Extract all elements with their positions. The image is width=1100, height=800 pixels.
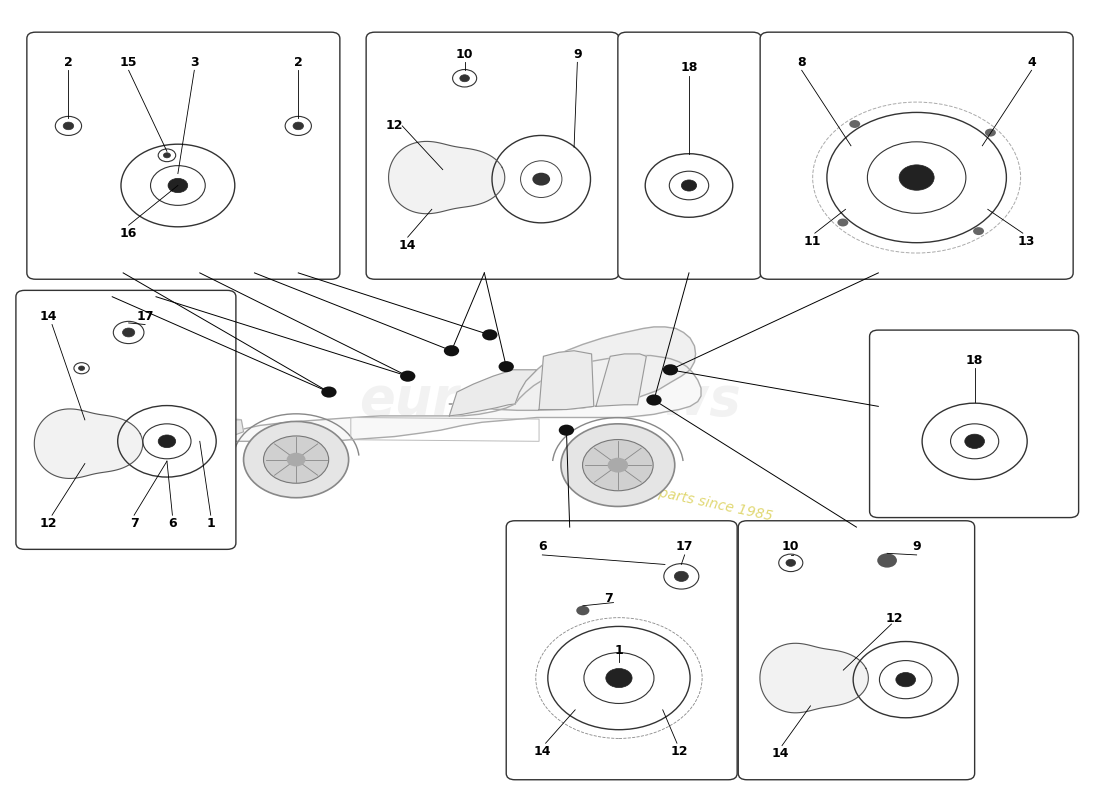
Text: 6: 6 bbox=[168, 517, 177, 530]
Text: 18: 18 bbox=[680, 62, 697, 74]
Text: 2: 2 bbox=[64, 56, 73, 69]
Text: 1: 1 bbox=[615, 644, 624, 657]
Circle shape bbox=[63, 122, 74, 130]
Circle shape bbox=[482, 330, 497, 341]
Polygon shape bbox=[388, 142, 505, 214]
Text: 3: 3 bbox=[190, 56, 199, 69]
Circle shape bbox=[164, 153, 170, 158]
Circle shape bbox=[559, 425, 574, 436]
Text: 11: 11 bbox=[804, 234, 822, 248]
Text: eurocarnews: eurocarnews bbox=[359, 374, 741, 426]
Text: 7: 7 bbox=[130, 517, 139, 530]
Circle shape bbox=[460, 74, 470, 82]
Circle shape bbox=[877, 554, 896, 568]
Text: 13: 13 bbox=[1018, 234, 1035, 248]
Circle shape bbox=[984, 129, 996, 137]
Circle shape bbox=[965, 434, 985, 449]
Circle shape bbox=[78, 366, 85, 370]
Circle shape bbox=[786, 559, 795, 566]
Polygon shape bbox=[596, 354, 647, 406]
Text: 17: 17 bbox=[136, 310, 154, 323]
Text: 18: 18 bbox=[966, 354, 983, 366]
Circle shape bbox=[243, 422, 349, 498]
Text: 14: 14 bbox=[534, 745, 551, 758]
Circle shape bbox=[561, 424, 674, 506]
Circle shape bbox=[583, 439, 653, 490]
FancyBboxPatch shape bbox=[618, 32, 761, 279]
Circle shape bbox=[974, 227, 984, 235]
FancyBboxPatch shape bbox=[15, 290, 235, 550]
Circle shape bbox=[681, 180, 696, 191]
Text: 7: 7 bbox=[604, 592, 613, 605]
Text: 2: 2 bbox=[294, 56, 302, 69]
Circle shape bbox=[168, 178, 188, 193]
Text: 12: 12 bbox=[886, 612, 903, 625]
Circle shape bbox=[647, 394, 661, 406]
Circle shape bbox=[895, 673, 915, 686]
Circle shape bbox=[321, 386, 337, 398]
Circle shape bbox=[674, 571, 689, 582]
Polygon shape bbox=[449, 327, 695, 410]
Circle shape bbox=[532, 173, 550, 186]
Text: 8: 8 bbox=[798, 56, 806, 69]
Text: 9: 9 bbox=[912, 541, 921, 554]
Text: 14: 14 bbox=[399, 238, 417, 251]
Text: 10: 10 bbox=[455, 48, 473, 61]
Text: 9: 9 bbox=[573, 48, 582, 61]
Polygon shape bbox=[34, 409, 143, 478]
FancyBboxPatch shape bbox=[506, 521, 737, 780]
Text: 12: 12 bbox=[670, 745, 688, 758]
FancyBboxPatch shape bbox=[26, 32, 340, 279]
Circle shape bbox=[606, 669, 632, 687]
Text: 4: 4 bbox=[1027, 56, 1036, 69]
Text: 12: 12 bbox=[386, 119, 404, 133]
Text: a passion for parts since 1985: a passion for parts since 1985 bbox=[566, 466, 774, 524]
Circle shape bbox=[122, 328, 135, 337]
Circle shape bbox=[837, 218, 848, 226]
Text: 10: 10 bbox=[782, 541, 800, 554]
Circle shape bbox=[498, 361, 514, 372]
Polygon shape bbox=[760, 643, 868, 713]
Text: 1: 1 bbox=[207, 517, 216, 530]
Polygon shape bbox=[202, 416, 243, 448]
Text: 14: 14 bbox=[771, 747, 789, 760]
Circle shape bbox=[607, 458, 628, 473]
Text: 16: 16 bbox=[120, 226, 138, 240]
Text: 15: 15 bbox=[120, 56, 138, 69]
Text: 17: 17 bbox=[675, 541, 693, 554]
Circle shape bbox=[576, 606, 590, 615]
Polygon shape bbox=[198, 355, 701, 448]
Circle shape bbox=[443, 345, 459, 356]
Circle shape bbox=[849, 120, 860, 128]
FancyBboxPatch shape bbox=[760, 32, 1074, 279]
FancyBboxPatch shape bbox=[366, 32, 619, 279]
Circle shape bbox=[899, 165, 934, 190]
Circle shape bbox=[264, 436, 329, 483]
Circle shape bbox=[400, 370, 416, 382]
Circle shape bbox=[158, 435, 176, 448]
Circle shape bbox=[293, 122, 304, 130]
Polygon shape bbox=[449, 370, 537, 416]
Polygon shape bbox=[539, 350, 594, 410]
Circle shape bbox=[662, 364, 678, 375]
Text: 12: 12 bbox=[40, 517, 57, 530]
FancyBboxPatch shape bbox=[738, 521, 975, 780]
Text: 14: 14 bbox=[40, 310, 57, 323]
Circle shape bbox=[287, 453, 306, 466]
FancyBboxPatch shape bbox=[870, 330, 1079, 518]
Text: 6: 6 bbox=[538, 541, 547, 554]
